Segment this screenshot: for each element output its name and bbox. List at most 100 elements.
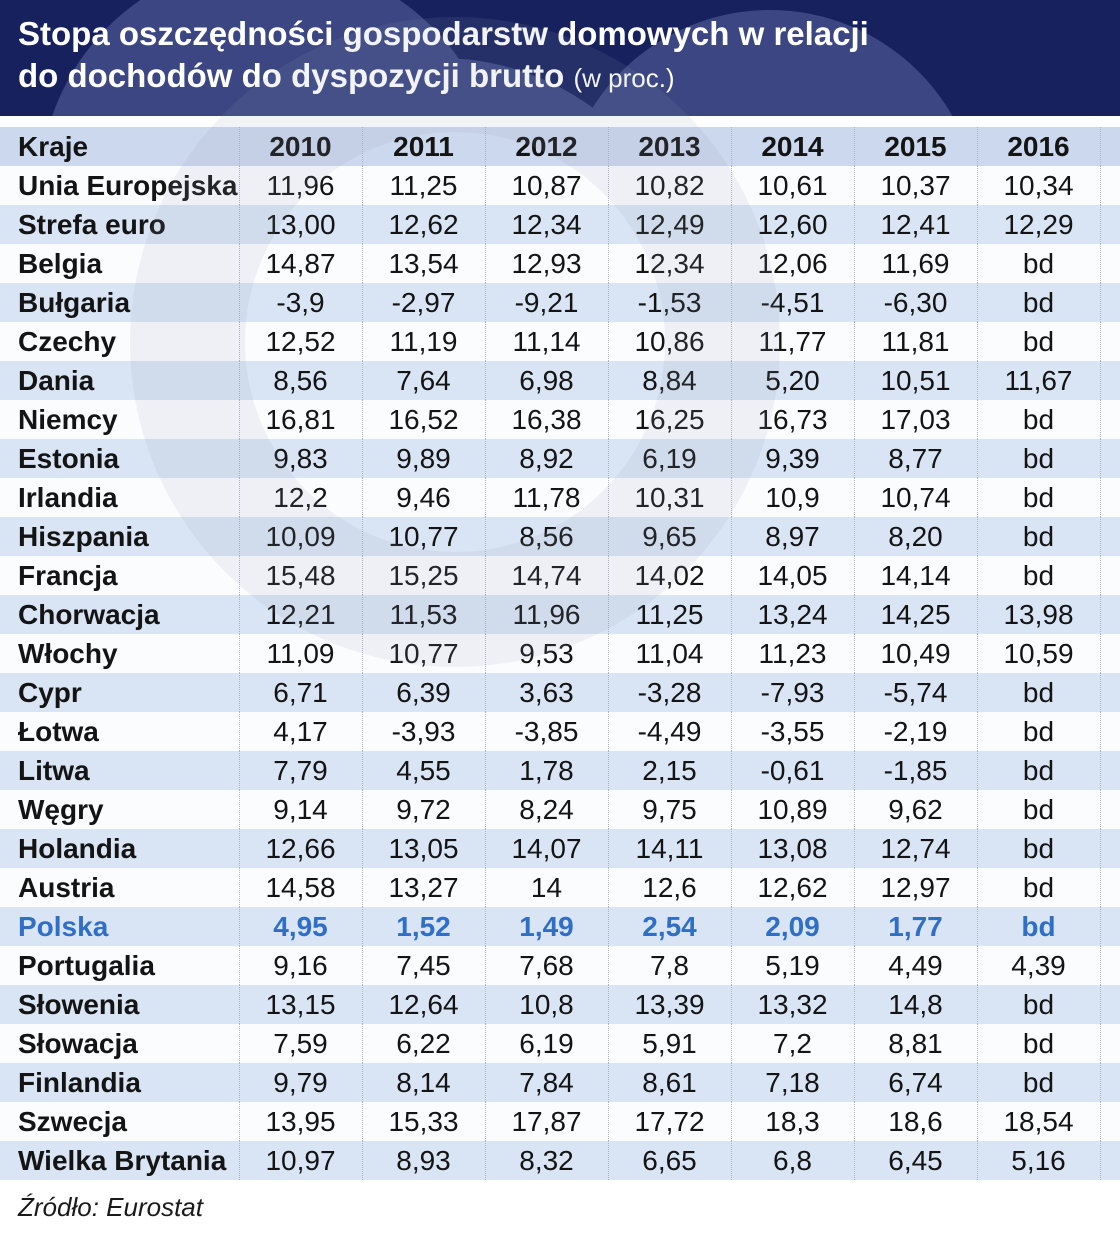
row-spacer — [1099, 283, 1120, 322]
value-cell: 10,77 — [361, 517, 485, 556]
table-row: Estonia 9,83 9,89 8,92 6,19 9,39 8,77 bd — [0, 439, 1120, 478]
value-cell: 8,81 — [853, 1024, 977, 1063]
table-row: Włochy 11,09 10,77 9,53 11,04 11,23 10,49 10,59 — [0, 634, 1120, 673]
value-cell: 11,04 — [607, 634, 731, 673]
value-cell: 9,16 — [238, 946, 362, 985]
value-cell: 7,79 — [238, 751, 362, 790]
table-row: Finlandia 9,79 8,14 7,84 8,61 7,18 6,74 bd — [0, 1063, 1120, 1102]
table-row: Węgry 9,14 9,72 8,24 9,75 10,89 9,62 bd — [0, 790, 1120, 829]
value-cell: -0,61 — [730, 751, 854, 790]
country-cell: Węgry — [18, 794, 104, 825]
value-cell: 8,84 — [607, 361, 731, 400]
value-cell: 11,96 — [238, 166, 362, 205]
country-cell: Holandia — [18, 833, 137, 864]
row-spacer — [1099, 1102, 1120, 1141]
country-cell: Belgia — [18, 248, 103, 279]
header-row: Kraje 2010 2011 2012 2013 2014 2015 2016 — [0, 127, 1120, 166]
value-cell: 16,52 — [361, 400, 485, 439]
country-cell: Hiszpania — [18, 521, 149, 552]
value-cell: -4,51 — [730, 283, 854, 322]
value-cell: 10,51 — [853, 361, 977, 400]
value-cell: 10,9 — [730, 478, 854, 517]
value-cell: 10,31 — [607, 478, 731, 517]
value-cell: 13,54 — [361, 244, 485, 283]
value-cell: 9,72 — [361, 790, 485, 829]
table-row: Holandia 12,66 13,05 14,07 14,11 13,08 12,74 bd — [0, 829, 1120, 868]
value-cell: 14,14 — [853, 556, 977, 595]
row-spacer — [1099, 205, 1120, 244]
row-spacer — [1099, 595, 1120, 634]
value-cell: 14,8 — [853, 985, 977, 1024]
value-cell: 10,49 — [853, 634, 977, 673]
value-cell: 14,07 — [484, 829, 608, 868]
country-cell: Dania — [18, 365, 95, 396]
page-title: Stopa oszczędności gospodarstw domowych … — [0, 0, 1120, 99]
value-cell: -1,85 — [853, 751, 977, 790]
value-cell: 18,6 — [853, 1102, 977, 1141]
table-row: Irlandia 12,2 9,46 11,78 10,31 10,9 10,74 bd — [0, 478, 1120, 517]
table-row: Polska 4,95 1,52 1,49 2,54 2,09 1,77 bd — [0, 907, 1120, 946]
table-row: Belgia 14,87 13,54 12,93 12,34 12,06 11,69 bd — [0, 244, 1120, 283]
value-cell: 4,49 — [853, 946, 977, 985]
country-cell: Finlandia — [18, 1067, 141, 1098]
row-spacer — [1099, 907, 1120, 946]
value-cell: 1,78 — [484, 751, 608, 790]
value-cell: 11,67 — [976, 361, 1100, 400]
row-spacer — [1099, 1063, 1120, 1102]
country-cell: Łotwa — [18, 716, 99, 747]
value-cell: 7,68 — [484, 946, 608, 985]
value-cell: 10,09 — [238, 517, 362, 556]
value-cell: 14 — [484, 868, 608, 907]
value-cell: 2,54 — [607, 907, 731, 946]
title-unit-suffix: (w proc.) — [573, 63, 675, 93]
country-cell: Słowacja — [18, 1028, 138, 1059]
column-header-2014: 2014 — [730, 127, 854, 166]
value-cell: -4,49 — [607, 712, 731, 751]
value-cell: bd — [976, 556, 1100, 595]
table-row: Niemcy 16,81 16,52 16,38 16,25 16,73 17,03 bd — [0, 400, 1120, 439]
value-cell: 12,2 — [238, 478, 362, 517]
value-cell: 18,3 — [730, 1102, 854, 1141]
country-cell: Estonia — [18, 443, 120, 474]
value-cell: 13,98 — [976, 595, 1100, 634]
value-cell: 12,6 — [607, 868, 731, 907]
country-cell: Portugalia — [18, 950, 155, 981]
value-cell: 10,87 — [484, 166, 608, 205]
value-cell: 16,81 — [238, 400, 362, 439]
value-cell: 14,74 — [484, 556, 608, 595]
value-cell: 10,74 — [853, 478, 977, 517]
value-cell: 12,93 — [484, 244, 608, 283]
value-cell: 12,60 — [730, 205, 854, 244]
value-cell: 8,97 — [730, 517, 854, 556]
value-cell: 11,78 — [484, 478, 608, 517]
value-cell: 8,61 — [607, 1063, 731, 1102]
row-spacer — [1099, 517, 1120, 556]
value-cell: 13,05 — [361, 829, 485, 868]
value-cell: 6,19 — [484, 1024, 608, 1063]
row-spacer — [1099, 166, 1120, 205]
row-spacer — [1099, 673, 1120, 712]
value-cell: 8,32 — [484, 1141, 608, 1180]
value-cell: 11,23 — [730, 634, 854, 673]
value-cell: bd — [976, 244, 1100, 283]
value-cell: bd — [976, 790, 1100, 829]
value-cell: bd — [976, 712, 1100, 751]
value-cell: 4,55 — [361, 751, 485, 790]
table-row: Unia Europejska 11,96 11,25 10,87 10,82 10,61… — [0, 166, 1120, 205]
value-cell: bd — [976, 400, 1100, 439]
value-cell: 12,64 — [361, 985, 485, 1024]
value-cell: bd — [976, 907, 1100, 946]
table-row: Portugalia 9,16 7,45 7,68 7,8 5,19 4,49 4,39 — [0, 946, 1120, 985]
row-spacer — [1099, 829, 1120, 868]
value-cell: 1,52 — [361, 907, 485, 946]
value-cell: -3,28 — [607, 673, 731, 712]
table-area: Kraje 2010 2011 2012 2013 2014 2015 2016… — [0, 17, 1120, 1180]
value-cell: 8,14 — [361, 1063, 485, 1102]
value-cell: 12,21 — [238, 595, 362, 634]
value-cell: bd — [976, 1063, 1100, 1102]
value-cell: bd — [976, 517, 1100, 556]
value-cell: bd — [976, 478, 1100, 517]
country-cell: Bułgaria — [18, 287, 131, 318]
value-cell: 14,11 — [607, 829, 731, 868]
row-spacer — [1099, 751, 1120, 790]
